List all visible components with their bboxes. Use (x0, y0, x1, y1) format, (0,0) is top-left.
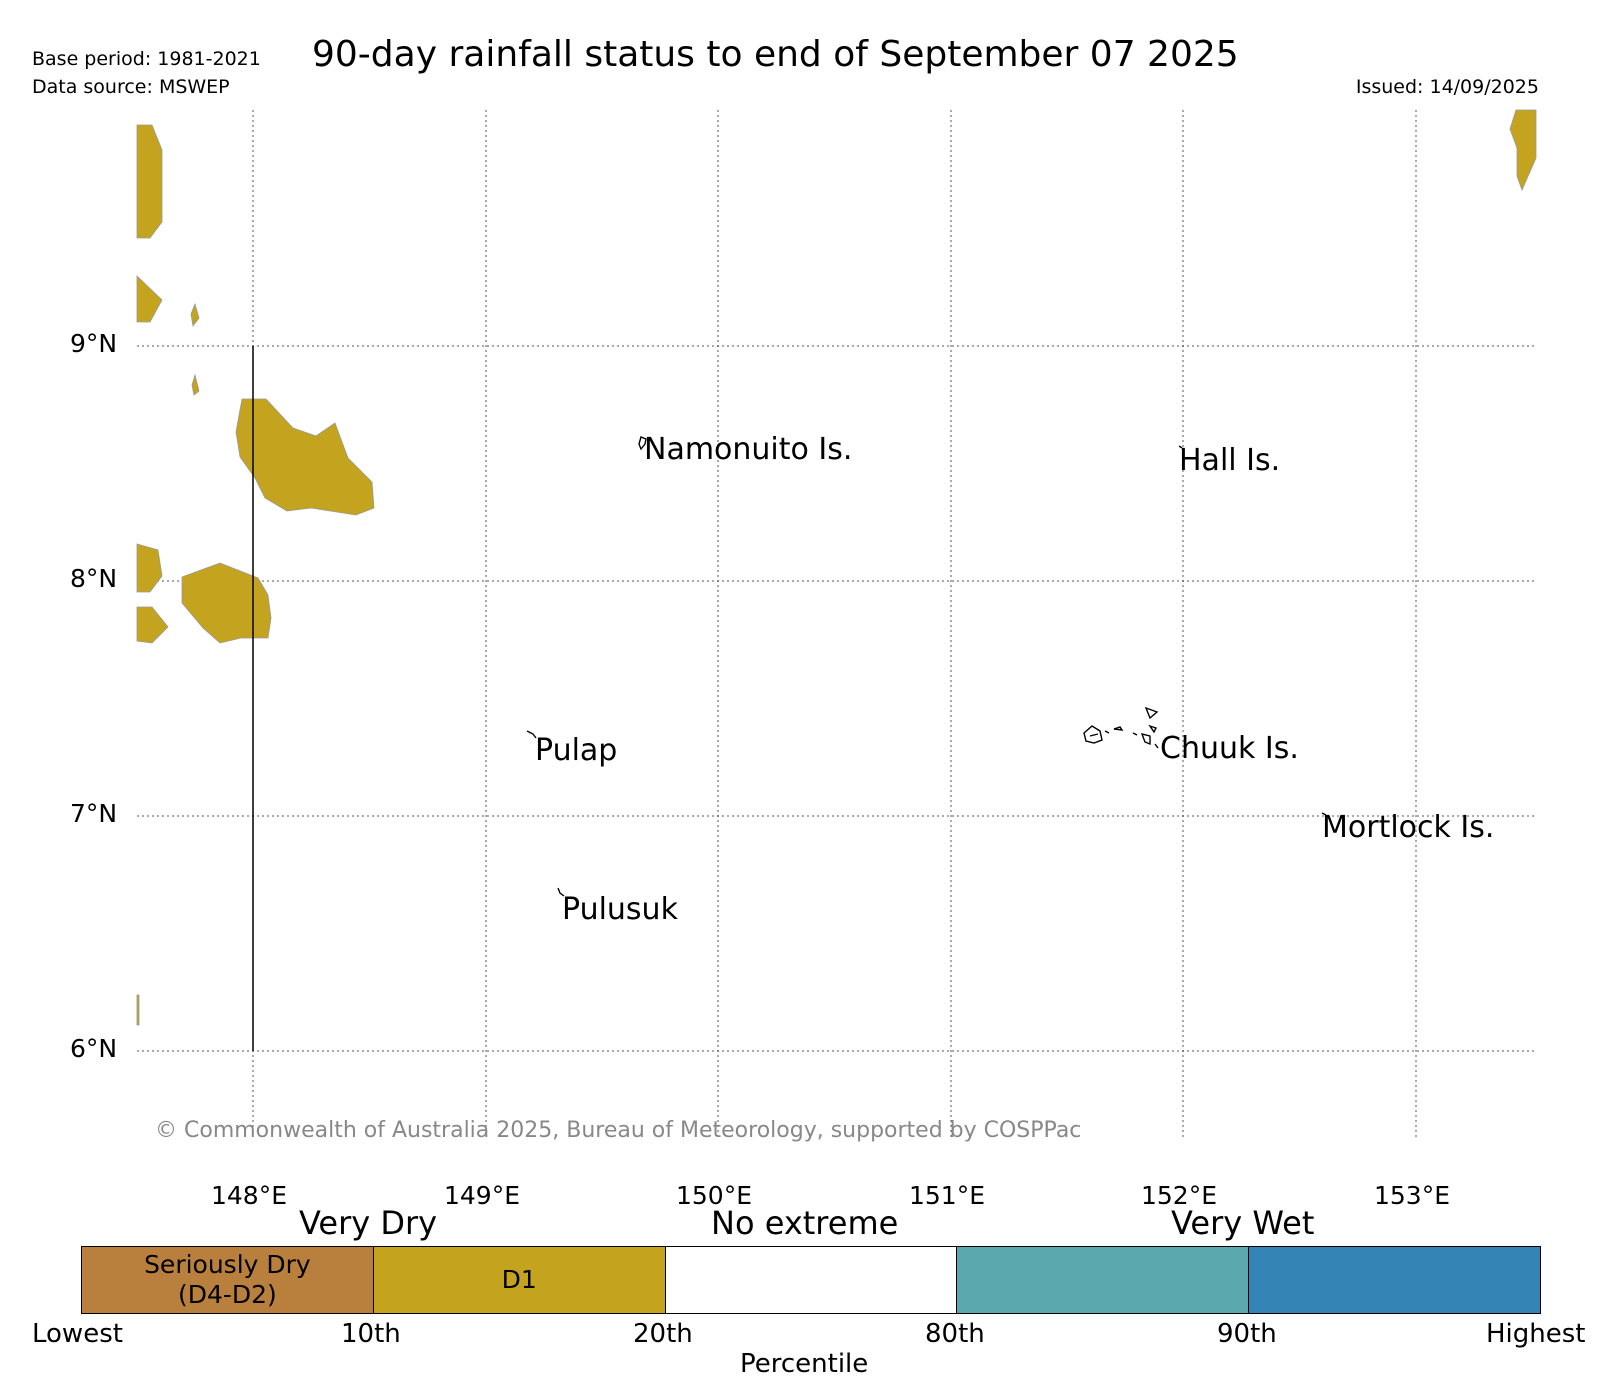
islands (526, 436, 1327, 897)
lon-tick-149e: 149°E (444, 1181, 521, 1210)
place-label-chuuk: Chuuk Is. (1160, 731, 1299, 766)
dry-patch-mid (181, 562, 272, 644)
legend-box-no-extreme (665, 1247, 958, 1313)
lon-tick-152e: 152°E (1141, 1181, 1218, 1210)
percentile-highest: Highest (1486, 1319, 1586, 1349)
legend-group-very-dry: Very Dry (299, 1204, 438, 1242)
legend-box-seriously-dry: Seriously Dry (D4-D2) (82, 1247, 374, 1313)
percentile-90th: 90th (1217, 1319, 1277, 1349)
place-label-pulusuk: Pulusuk (562, 892, 678, 927)
chuuk-island-5 (1140, 732, 1151, 746)
data-source: Data source: MSWEP (32, 76, 230, 98)
legend-box-very-wet (1249, 1247, 1540, 1313)
chuuk-island-4 (1132, 732, 1138, 736)
chuuk-island-8 (1154, 743, 1159, 749)
lat-tick-6n: 6°N (70, 1034, 118, 1063)
lon-tick-150e: 150°E (676, 1181, 753, 1210)
chuuk-island-1b (1089, 733, 1099, 737)
chuuk-island-7 (1144, 706, 1159, 720)
legend-group-very-wet: Very Wet (1171, 1204, 1315, 1242)
legend-box-wet (957, 1247, 1250, 1313)
dry-patch-ne (1509, 109, 1537, 192)
namonuito-island (638, 436, 647, 451)
lon-tick-151e: 151°E (909, 1181, 986, 1210)
place-label-hall: Hall Is. (1179, 443, 1281, 478)
dry-patch-w2 (136, 543, 163, 593)
percentile-axis-label: Percentile (740, 1349, 869, 1379)
legend-group-no-extreme: No extreme (711, 1204, 899, 1242)
lon-tick-153e: 153°E (1374, 1181, 1451, 1210)
percentile-lowest: Lowest (32, 1319, 123, 1349)
graticule (137, 110, 1535, 1140)
place-label-mortlock: Mortlock Is. (1322, 810, 1495, 845)
legend-colorbar: Seriously Dry (D4-D2) D1 (81, 1246, 1541, 1314)
chuuk-island-1 (1083, 725, 1103, 744)
pulap-island (526, 730, 537, 739)
legend-box-d1-label: D1 (501, 1265, 537, 1294)
legend-box-d1: D1 (373, 1247, 666, 1313)
percentile-80th: 80th (925, 1319, 985, 1349)
dry-patch-dot1 (190, 302, 200, 327)
lat-tick-7n: 7°N (70, 799, 118, 828)
lon-tick-148e: 148°E (211, 1181, 288, 1210)
dry-patch-w1 (136, 275, 163, 323)
hall-island (1178, 445, 1183, 449)
dry-patch-w3 (136, 606, 169, 644)
dry-patch-sw (136, 994, 140, 1026)
percentile-10th: 10th (341, 1319, 401, 1349)
copyright-notice: © Commonwealth of Australia 2025, Bureau… (155, 1118, 1082, 1143)
issued-date: Issued: 14/09/2025 (1355, 76, 1539, 98)
legend-box-seriously-dry-line1: Seriously Dry (144, 1250, 311, 1279)
lat-tick-9n: 9°N (70, 329, 118, 358)
map-title: 90-day rainfall status to end of Septemb… (312, 34, 1239, 75)
legend-box-seriously-dry-line2: (D4-D2) (177, 1280, 277, 1309)
dry-patch-dot2 (191, 373, 200, 396)
dry-patch-nw (136, 124, 163, 239)
base-period: Base period: 1981-2021 (32, 48, 261, 70)
chuuk-island-2 (1104, 730, 1110, 734)
pulusuk-island (557, 887, 565, 897)
chuuk-island-3 (1113, 726, 1124, 731)
place-label-namonuito: Namonuito Is. (644, 432, 853, 467)
place-label-pulap: Pulap (535, 733, 618, 768)
percentile-20th: 20th (633, 1319, 693, 1349)
lat-tick-8n: 8°N (70, 564, 118, 593)
dry-patch-main (235, 398, 375, 516)
mortlock-island (1321, 812, 1327, 816)
d1-dry-areas (136, 109, 1537, 1026)
chuuk-island-6 (1148, 724, 1157, 734)
